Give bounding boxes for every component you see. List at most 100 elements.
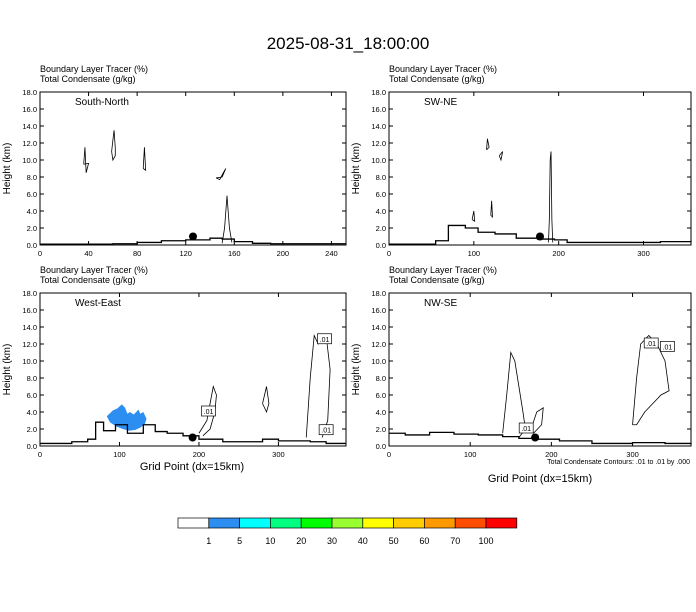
panel-header-tracer: Boundary Layer Tracer (%) xyxy=(389,64,497,74)
x-tick-label: 200 xyxy=(552,249,565,258)
x-tick-label: 100 xyxy=(113,450,126,459)
y-tick-label: 2.0 xyxy=(376,224,386,233)
colorbar-label: 1 xyxy=(206,536,211,546)
y-tick-label: 10.0 xyxy=(22,357,37,366)
y-tick-label: 10.0 xyxy=(22,156,37,165)
colorbar-label: 100 xyxy=(478,536,493,546)
panel-header-condensate: Total Condensate (g/kg) xyxy=(40,275,136,285)
contour-line xyxy=(111,130,116,162)
colorbar-label: 10 xyxy=(265,536,275,546)
contour-line xyxy=(471,210,476,222)
contour-line xyxy=(83,147,90,173)
y-tick-label: 4.0 xyxy=(27,207,37,216)
panel-header-tracer: Boundary Layer Tracer (%) xyxy=(40,265,148,275)
colorbar-swatch xyxy=(362,517,394,529)
contour-line xyxy=(486,138,490,151)
y-tick-label: 2.0 xyxy=(27,224,37,233)
y-tick-label: 12.0 xyxy=(22,340,37,349)
y-tick-label: 0.0 xyxy=(376,241,386,250)
x-tick-label: 0 xyxy=(38,450,42,459)
contour-line xyxy=(221,195,233,244)
colorbar-swatch xyxy=(331,517,364,529)
y-tick-label: 8.0 xyxy=(376,374,386,383)
y-tick-label: 8.0 xyxy=(376,173,386,182)
colorbar-swatch xyxy=(424,517,456,529)
panel-0: Boundary Layer Tracer (%)Total Condensat… xyxy=(2,64,347,258)
contour-line xyxy=(490,200,493,218)
contour-note: Total Condensate Contours: .01 to .01 by… xyxy=(547,459,690,466)
panel-header-tracer: Boundary Layer Tracer (%) xyxy=(389,265,497,275)
y-tick-label: 4.0 xyxy=(376,408,386,417)
x-tick-label: 200 xyxy=(545,450,558,459)
y-tick-label: 16.0 xyxy=(22,306,37,315)
contour-label: .01 xyxy=(320,337,330,344)
y-tick-label: 4.0 xyxy=(27,408,37,417)
y-tick-label: 6.0 xyxy=(376,190,386,199)
panel-label: South-North xyxy=(75,97,129,108)
y-tick-label: 18.0 xyxy=(22,289,37,298)
colorbar-swatch xyxy=(208,517,240,529)
x-tick-label: 240 xyxy=(325,249,338,258)
plot-frame xyxy=(388,292,692,447)
panel-label: SW-NE xyxy=(424,97,457,108)
x-tick-label: 0 xyxy=(387,249,391,258)
contour-line xyxy=(632,334,670,426)
x-tick-label: 80 xyxy=(133,249,141,258)
colorbar-swatch xyxy=(393,517,425,529)
panel-header-tracer: Boundary Layer Tracer (%) xyxy=(40,64,148,74)
y-axis-label: Height (km) xyxy=(351,143,362,195)
x-tick-label: 200 xyxy=(193,450,206,459)
location-marker xyxy=(536,232,544,241)
y-tick-label: 4.0 xyxy=(376,207,386,216)
y-tick-label: 12.0 xyxy=(371,139,386,148)
x-tick-label: 300 xyxy=(272,450,285,459)
colorbar-label: 50 xyxy=(389,536,399,546)
y-tick-label: 14.0 xyxy=(371,122,386,131)
boundary-layer-line xyxy=(40,421,346,445)
contour-line xyxy=(548,151,554,243)
y-tick-label: 14.0 xyxy=(371,323,386,332)
y-tick-label: 12.0 xyxy=(371,340,386,349)
panel-label: NW-SE xyxy=(424,298,457,309)
boundary-layer-line xyxy=(40,237,346,245)
colorbar-label: 30 xyxy=(327,536,337,546)
boundary-layer-line xyxy=(389,224,692,245)
plot-frame xyxy=(39,91,347,246)
contour-line xyxy=(215,168,227,181)
colorbar-swatch xyxy=(270,517,302,529)
x-tick-label: 300 xyxy=(626,450,639,459)
colorbar: 1 5 10 20 30 40 50 60 70 100 xyxy=(177,517,518,546)
x-axis-label-right: Grid Point (dx=15km) xyxy=(488,473,592,485)
location-marker xyxy=(531,433,540,442)
colorbar-swatch xyxy=(454,517,487,529)
boundary-layer-line xyxy=(389,431,692,445)
y-tick-label: 18.0 xyxy=(22,88,37,97)
colorbar-swatch xyxy=(485,517,518,529)
y-axis-label: Height (km) xyxy=(351,344,362,396)
y-tick-label: 6.0 xyxy=(376,391,386,400)
y-tick-label: 16.0 xyxy=(371,105,386,114)
colorbar-swatch xyxy=(300,517,333,529)
panel-1: Boundary Layer Tracer (%)Total Condensat… xyxy=(351,64,692,258)
contour-line xyxy=(142,147,147,171)
y-tick-label: 0.0 xyxy=(376,442,386,451)
y-axis-label: Height (km) xyxy=(2,344,13,396)
colorbar-label: 20 xyxy=(296,536,306,546)
colorbar-label: 5 xyxy=(237,536,242,546)
figure-title: 2025-08-31_18:00:00 xyxy=(267,34,430,53)
y-tick-label: 10.0 xyxy=(371,357,386,366)
x-tick-label: 0 xyxy=(387,450,391,459)
contour-label-box xyxy=(660,341,675,352)
colorbar-label: 70 xyxy=(450,536,460,546)
contour-label: .01 xyxy=(321,428,331,435)
panel-2: Boundary Layer Tracer (%)Total Condensat… xyxy=(2,265,347,459)
y-tick-label: 2.0 xyxy=(376,425,386,434)
shaded-region xyxy=(106,404,147,431)
contour-label: .01 xyxy=(646,341,656,348)
y-tick-label: 0.0 xyxy=(27,241,37,250)
panels: Boundary Layer Tracer (%)Total Condensat… xyxy=(2,64,692,459)
y-tick-label: 8.0 xyxy=(27,374,37,383)
y-tick-label: 14.0 xyxy=(22,323,37,332)
x-tick-label: 120 xyxy=(179,249,192,258)
